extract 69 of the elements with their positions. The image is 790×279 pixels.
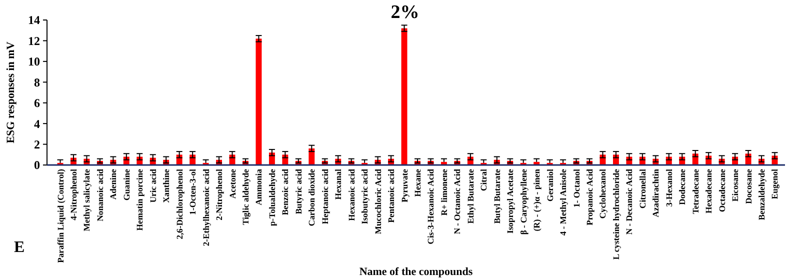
x-tick-label: Hexane: [412, 168, 422, 197]
x-tick-label: Docosane: [743, 168, 754, 204]
x-tick-label: p-Tolualdehyde: [266, 168, 277, 226]
y-tick-label: 0: [34, 158, 40, 172]
x-tick-label: 2-Ethylhexanoic acid: [200, 168, 211, 246]
x-tick-label: Carbon dioxide: [306, 168, 317, 226]
chart-title: 2%: [390, 2, 420, 23]
y-tick-label: 14: [28, 13, 40, 28]
bar: [256, 38, 262, 165]
x-tick-label: (R) - (+)α - pinen: [532, 168, 542, 232]
x-tick-label: N - Decanoic Acid: [624, 168, 634, 235]
x-tick-label: Dodecane: [677, 168, 688, 205]
y-axis-title: ESG responses in mV: [5, 42, 17, 144]
x-tick-label: Benzoic acid: [280, 168, 290, 216]
x-tick-label: Hexanal: [333, 168, 344, 200]
x-tick-label: Acetone: [227, 168, 238, 199]
x-tick-label: 2,6-Dichlorophenol: [174, 168, 184, 240]
y-tick-label: 4: [34, 116, 40, 131]
x-tick-label: Guanine: [121, 168, 132, 201]
x-tick-label: 1- Octanol: [571, 168, 582, 208]
x-tick-label: Isopropyl Acetate: [505, 168, 516, 234]
x-tick-label: Citral: [478, 168, 489, 191]
x-tick-label: Methyl salicylate: [82, 168, 92, 232]
text: E: [14, 239, 25, 256]
x-tick-label: Octadecane: [716, 168, 727, 212]
x-tick-label: Benzaldehyde: [756, 168, 767, 220]
x-tick-label: Nonanoic acid: [94, 168, 105, 222]
x-tick-label: R+ limonene: [438, 168, 449, 216]
x-tick-label: Ammonia: [254, 168, 264, 206]
x-tick-label: Hexanoic acid: [346, 168, 356, 221]
y-tick-label: 8: [34, 75, 40, 90]
y-tick-label: 6: [34, 96, 40, 110]
x-tick-label: Eugenol: [770, 168, 780, 200]
x-tick-label: 2-Nitrophenol: [214, 168, 224, 220]
x-tick-label: 1-Octen-3-ol: [188, 168, 198, 215]
y-tick-label: 12: [28, 34, 40, 48]
x-tick-label: Hematin porcine: [134, 168, 145, 231]
x-tick-label: Paraffin Liquid (Control): [55, 168, 66, 263]
x-tick-label: Mucochloric Acid: [372, 168, 383, 234]
y-tick-label: 2: [34, 137, 40, 152]
x-tick-label: Azadirachtin: [650, 168, 661, 218]
x-tick-label: Cyclohexanol: [598, 168, 608, 219]
x-tick-label: 4-Nitrophenol: [68, 168, 78, 220]
x-tick-label: Uric acid: [148, 168, 158, 203]
x-tick-label: Pentanoic acid: [386, 168, 396, 223]
x-tick-label: 4 - Methyl Anisole: [558, 168, 568, 236]
x-tick-label: Ethyl Butarate: [465, 168, 476, 224]
x-tick-label: Heptanoic acid: [320, 168, 330, 224]
x-tick-label: Geraniol: [544, 168, 555, 202]
x-tick-label: Isobutyric acid: [360, 168, 370, 224]
x-tick-label: Pyruvate: [399, 168, 410, 202]
x-tick-label: Butyl Butarate: [492, 168, 502, 224]
x-tick-label: Tetradecane: [690, 168, 700, 214]
x-tick-label: Butyric acid: [293, 168, 304, 214]
x-tick-label: Citronellal: [637, 168, 648, 208]
x-tick-label: Eicosane: [730, 168, 740, 202]
y-tick-label: 10: [28, 54, 40, 69]
x-tick-label: Propanoic Acid: [584, 168, 595, 226]
x-axis-title: Name of the compounds: [359, 266, 474, 278]
x-tick-label: 3-Hexanol: [664, 168, 674, 207]
x-tick-label: L cysteine hydrochloride: [610, 168, 621, 260]
x-tick-label: Cis-3-Hexanoic Acid: [426, 168, 436, 244]
bar: [401, 28, 408, 165]
x-tick-label: N - Octanoic Acid: [452, 168, 462, 234]
x-tick-label: Tiglic aldehyde: [240, 168, 250, 225]
x-tick-label: Hexadecane: [704, 168, 714, 214]
x-tick-label: Adenine: [108, 168, 118, 200]
x-tick-label: Xanthine: [161, 168, 172, 203]
x-tick-label: β - Caryophyllene: [518, 168, 528, 235]
